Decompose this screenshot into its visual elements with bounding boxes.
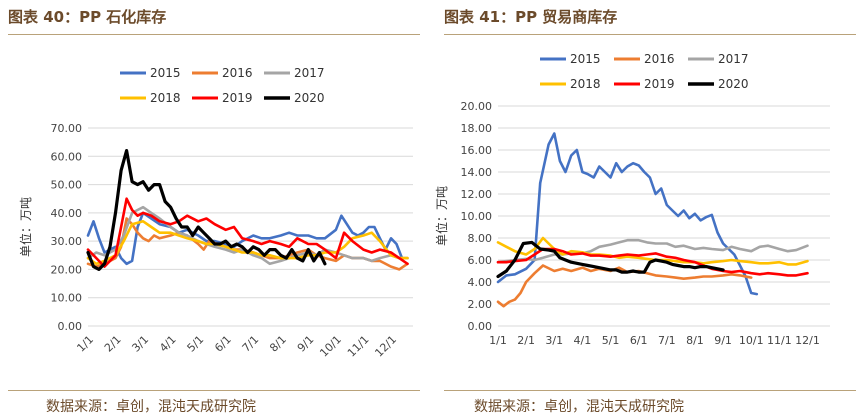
right-legend-label-2018: 2018	[570, 77, 601, 91]
right-series-line-2018	[496, 236, 809, 266]
right-series-line-2020	[496, 240, 725, 279]
left-legend-label-2015: 2015	[150, 66, 181, 80]
left-x-tick-label: 10/1	[317, 333, 344, 360]
title-divider-right	[444, 34, 856, 35]
right-legend-label-2017: 2017	[718, 52, 749, 66]
right-x-tick-label: 6/1	[630, 334, 648, 347]
left-x-tick-label: 6/1	[212, 333, 234, 355]
right-y-tick-label: 16.00	[461, 144, 493, 157]
right-y-tick-label: 10.00	[461, 210, 493, 223]
right-x-tick-label: 4/1	[574, 334, 592, 347]
left-x-tick-label: 12/1	[372, 333, 399, 360]
left-x-tick-label: 7/1	[240, 333, 262, 355]
left-y-tick-label: 0.00	[58, 320, 83, 333]
left-y-tick-label: 30.00	[51, 235, 83, 248]
right-x-tick-label: 2/1	[517, 334, 535, 347]
right-x-tick-label: 3/1	[545, 334, 563, 347]
right-legend-label-2020: 2020	[718, 77, 749, 91]
right-y-tick-label: 20.00	[461, 100, 493, 113]
right-x-tick-label: 11/1	[767, 334, 792, 347]
pp-trader-inventory-chart: 0.00 2.00 4.00 6.00 8.00 10.00 12.00 14.00 16.00…	[434, 52, 830, 347]
data-source-right: 数据来源：卓创，混沌天成研究院	[474, 399, 684, 415]
right-x-tick-label: 1/1	[489, 334, 507, 347]
right-series-line-2015	[496, 132, 759, 296]
right-y-tick-label: 4.00	[468, 276, 493, 289]
title-divider-left	[8, 34, 420, 35]
left-x-tick-label: 4/1	[157, 333, 179, 355]
left-series-line-2020	[86, 149, 327, 271]
right-y-tick-label: 12.00	[461, 188, 493, 201]
right-x-tick-label: 8/1	[686, 334, 704, 347]
right-legend-label-2019: 2019	[644, 77, 675, 91]
right-legend-label-2016: 2016	[644, 52, 675, 66]
pp-petrochemical-inventory-chart: 0.00 10.00 20.00 30.00 40.00 50.00 60.00 70.00 1…	[18, 66, 413, 360]
data-source-left: 数据来源：卓创，混沌天成研究院	[46, 399, 256, 415]
left-x-tick-label: 8/1	[267, 333, 289, 355]
left-x-tick-label: 11/1	[345, 333, 372, 360]
right-x-tick-label: 7/1	[658, 334, 676, 347]
left-legend-label-2016: 2016	[222, 66, 253, 80]
left-legend-label-2020: 2020	[294, 91, 325, 105]
right-x-tick-label: 5/1	[602, 334, 620, 347]
left-x-tick-label: 2/1	[102, 333, 124, 355]
left-y-axis-label: 单位：万吨	[18, 197, 33, 257]
left-x-tick-label: 5/1	[185, 333, 207, 355]
left-series-line-2017	[86, 205, 409, 266]
right-y-tick-label: 2.00	[468, 298, 493, 311]
right-y-axis-label: 单位：万吨	[434, 186, 449, 246]
left-legend-label-2018: 2018	[150, 91, 181, 105]
chart-title-left: 图表 40：PP 石化库存	[8, 8, 167, 26]
right-x-tick-label: 12/1	[795, 334, 820, 347]
right-x-tick-label: 10/1	[739, 334, 764, 347]
footer-divider-left	[8, 390, 420, 391]
chart-title-right: 图表 41：PP 贸易商库存	[444, 8, 618, 26]
left-y-tick-label: 50.00	[51, 179, 83, 192]
left-x-tick-label: 3/1	[129, 333, 151, 355]
right-series-line-2017	[496, 238, 809, 264]
left-legend-label-2017: 2017	[294, 66, 325, 80]
left-series-line-2015	[86, 211, 404, 266]
right-y-tick-label: 0.00	[468, 320, 493, 333]
left-y-tick-label: 10.00	[51, 292, 83, 305]
right-x-tick-label: 9/1	[714, 334, 732, 347]
right-y-tick-label: 18.00	[461, 122, 493, 135]
right-y-tick-label: 6.00	[468, 254, 493, 267]
left-series-line-2019	[86, 197, 409, 268]
left-x-tick-label: 1/1	[74, 333, 96, 355]
right-y-tick-label: 14.00	[461, 166, 493, 179]
left-y-tick-label: 70.00	[51, 122, 83, 135]
footer-divider-right	[444, 390, 856, 391]
left-y-tick-label: 60.00	[51, 150, 83, 163]
right-y-tick-label: 8.00	[468, 232, 493, 245]
left-y-tick-label: 20.00	[51, 263, 83, 276]
right-legend-label-2015: 2015	[570, 52, 601, 66]
left-legend-label-2019: 2019	[222, 91, 253, 105]
left-y-tick-label: 40.00	[51, 207, 83, 220]
left-x-tick-label: 9/1	[295, 333, 317, 355]
